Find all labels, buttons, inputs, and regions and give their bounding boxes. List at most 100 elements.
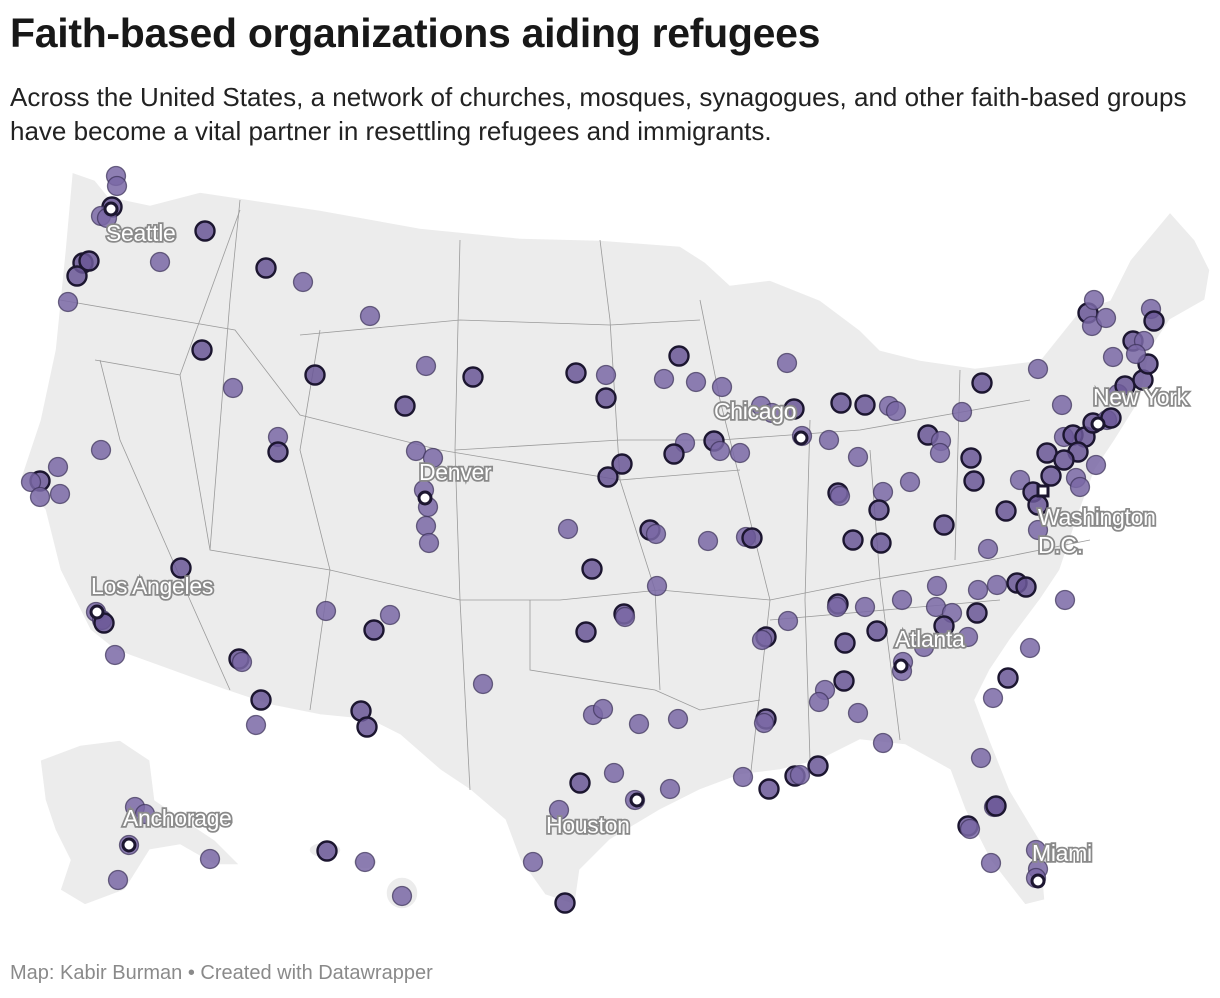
- organization-dot[interactable]: [667, 708, 689, 730]
- organization-dot[interactable]: [49, 483, 71, 505]
- organization-dot[interactable]: [830, 392, 852, 414]
- organization-dot[interactable]: [304, 364, 326, 386]
- organization-dot[interactable]: [761, 402, 783, 424]
- city-marker-chicago[interactable]: [793, 430, 809, 446]
- organization-dot[interactable]: [872, 732, 894, 754]
- city-marker-anchorage[interactable]: [121, 837, 137, 853]
- organization-dot[interactable]: [363, 619, 385, 641]
- organization-dot[interactable]: [592, 698, 614, 720]
- organization-dot[interactable]: [783, 398, 805, 420]
- organization-dot[interactable]: [356, 716, 378, 738]
- organization-dot[interactable]: [199, 848, 221, 870]
- organization-dot[interactable]: [595, 364, 617, 386]
- organization-dot[interactable]: [1125, 343, 1147, 365]
- organization-dot[interactable]: [926, 575, 948, 597]
- organization-dot[interactable]: [1053, 449, 1075, 471]
- organization-dot[interactable]: [960, 447, 982, 469]
- organization-dot[interactable]: [868, 499, 890, 521]
- organization-dot[interactable]: [709, 440, 731, 462]
- organization-dot[interactable]: [405, 440, 427, 462]
- organization-dot[interactable]: [980, 852, 1002, 874]
- city-marker-denver[interactable]: [417, 490, 433, 506]
- organization-dot[interactable]: [653, 368, 675, 390]
- organization-dot[interactable]: [668, 345, 690, 367]
- organization-dot[interactable]: [866, 620, 888, 642]
- organization-dot[interactable]: [899, 471, 921, 493]
- organization-dot[interactable]: [57, 291, 79, 313]
- organization-dot[interactable]: [872, 481, 894, 503]
- organization-dot[interactable]: [565, 362, 587, 384]
- organization-dot[interactable]: [711, 376, 733, 398]
- organization-dot[interactable]: [966, 602, 988, 624]
- organization-dot[interactable]: [933, 514, 955, 536]
- organization-dot[interactable]: [1009, 469, 1031, 491]
- organization-dot[interactable]: [829, 485, 851, 507]
- organization-dot[interactable]: [316, 840, 338, 862]
- organization-dot[interactable]: [776, 352, 798, 374]
- organization-dot[interactable]: [415, 355, 437, 377]
- organization-dot[interactable]: [557, 518, 579, 540]
- organization-dot[interactable]: [255, 257, 277, 279]
- organization-dot[interactable]: [628, 713, 650, 735]
- organization-dot[interactable]: [47, 456, 69, 478]
- organization-dot[interactable]: [646, 575, 668, 597]
- organization-dot[interactable]: [834, 632, 856, 654]
- organization-dot[interactable]: [170, 557, 192, 579]
- organization-dot[interactable]: [963, 470, 985, 492]
- city-marker-washington[interactable]: [1036, 484, 1050, 498]
- organization-dot[interactable]: [194, 220, 216, 242]
- organization-dot[interactable]: [818, 429, 840, 451]
- organization-dot[interactable]: [569, 772, 591, 794]
- organization-dot[interactable]: [1015, 576, 1037, 598]
- organization-dot[interactable]: [697, 530, 719, 552]
- city-marker-los-angeles[interactable]: [89, 604, 105, 620]
- organization-dot[interactable]: [807, 755, 829, 777]
- city-marker-seattle[interactable]: [103, 201, 119, 217]
- organization-dot[interactable]: [394, 395, 416, 417]
- organization-dot[interactable]: [847, 702, 869, 724]
- organization-dot[interactable]: [659, 778, 681, 800]
- organization-dot[interactable]: [1054, 589, 1076, 611]
- organization-dot[interactable]: [1019, 637, 1041, 659]
- organization-dot[interactable]: [472, 673, 494, 695]
- organization-dot[interactable]: [729, 442, 751, 464]
- organization-dot[interactable]: [891, 589, 913, 611]
- organization-dot[interactable]: [1040, 465, 1062, 487]
- organization-dot[interactable]: [971, 372, 993, 394]
- organization-dot[interactable]: [789, 764, 811, 786]
- organization-dot[interactable]: [149, 251, 171, 273]
- organization-dot[interactable]: [20, 471, 42, 493]
- organization-dot[interactable]: [315, 600, 337, 622]
- organization-dot[interactable]: [854, 394, 876, 416]
- organization-dot[interactable]: [777, 610, 799, 632]
- organization-dot[interactable]: [645, 523, 667, 545]
- organization-dot[interactable]: [967, 579, 989, 601]
- organization-dot[interactable]: [597, 466, 619, 488]
- organization-dot[interactable]: [854, 596, 876, 618]
- organization-dot[interactable]: [581, 558, 603, 580]
- organization-dot[interactable]: [741, 527, 763, 549]
- organization-dot[interactable]: [826, 596, 848, 618]
- organization-dot[interactable]: [554, 892, 576, 914]
- city-marker-new-york[interactable]: [1090, 416, 1106, 432]
- organization-dot[interactable]: [1083, 289, 1105, 311]
- organization-dot[interactable]: [611, 453, 633, 475]
- organization-dot[interactable]: [66, 265, 88, 287]
- organization-dot[interactable]: [603, 762, 625, 784]
- organization-dot[interactable]: [808, 691, 830, 713]
- organization-dot[interactable]: [522, 851, 544, 873]
- organization-dot[interactable]: [1069, 476, 1091, 498]
- organization-dot[interactable]: [985, 795, 1007, 817]
- organization-dot[interactable]: [354, 851, 376, 873]
- organization-dot[interactable]: [250, 689, 272, 711]
- organization-dot[interactable]: [462, 366, 484, 388]
- organization-dot[interactable]: [191, 339, 213, 361]
- organization-dot[interactable]: [982, 687, 1004, 709]
- organization-dot[interactable]: [1051, 394, 1073, 416]
- city-marker-houston[interactable]: [629, 792, 645, 808]
- organization-dot[interactable]: [995, 500, 1017, 522]
- organization-dot[interactable]: [870, 532, 892, 554]
- organization-dot[interactable]: [422, 447, 444, 469]
- organization-dot[interactable]: [379, 604, 401, 626]
- organization-dot[interactable]: [78, 250, 100, 272]
